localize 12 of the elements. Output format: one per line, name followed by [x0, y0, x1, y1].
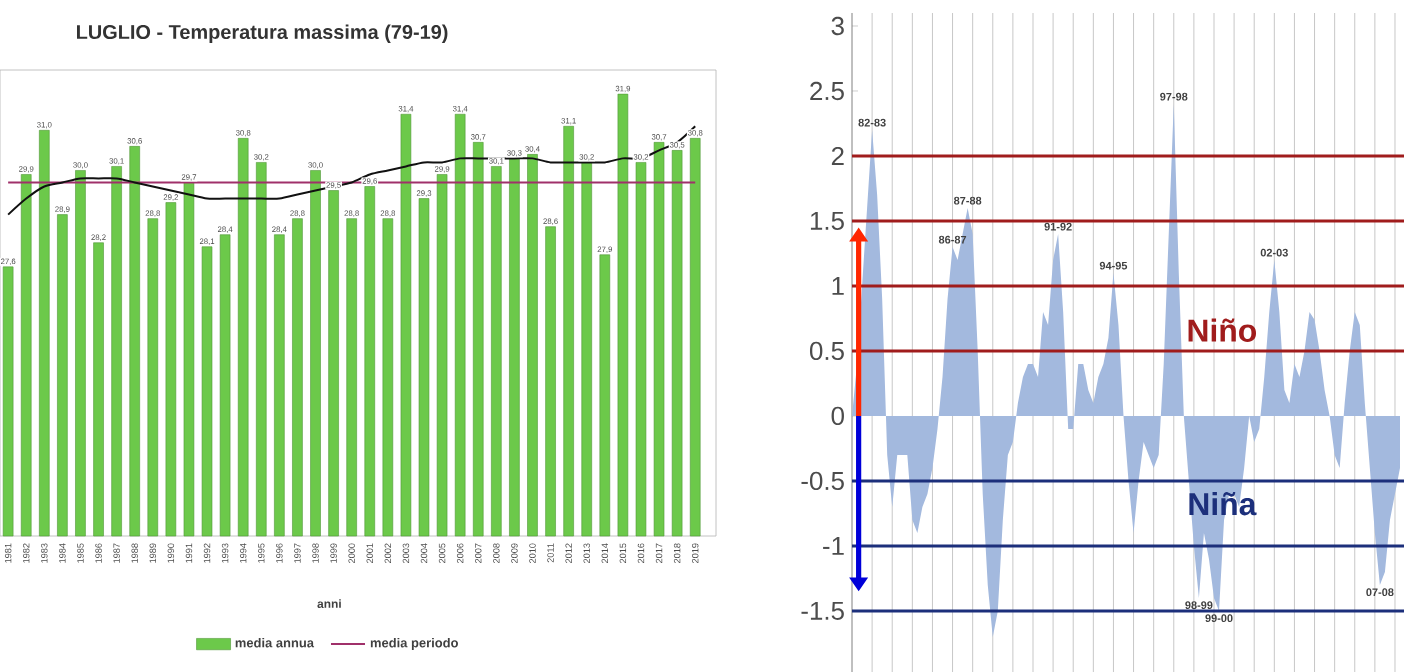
ref-line-label: Niño	[1188, 318, 1257, 342]
y-tick-label: 1.5	[810, 211, 844, 230]
y-tick-label: -1	[823, 537, 844, 555]
y-tick-label: 1	[832, 277, 844, 295]
chart-title: LUGLIO - Temperatura massima (79-19)	[77, 24, 448, 43]
y-tick-label: -1.5	[801, 601, 844, 620]
y-tick-label: -0.5	[801, 471, 844, 491]
y-tick-label: 2.5	[810, 81, 844, 101]
y-tick-label: 2	[831, 146, 844, 166]
y-tick-label: 0	[831, 406, 844, 426]
y-tick-label: 0.5	[809, 341, 844, 361]
y-tick-label: 3	[831, 16, 844, 36]
